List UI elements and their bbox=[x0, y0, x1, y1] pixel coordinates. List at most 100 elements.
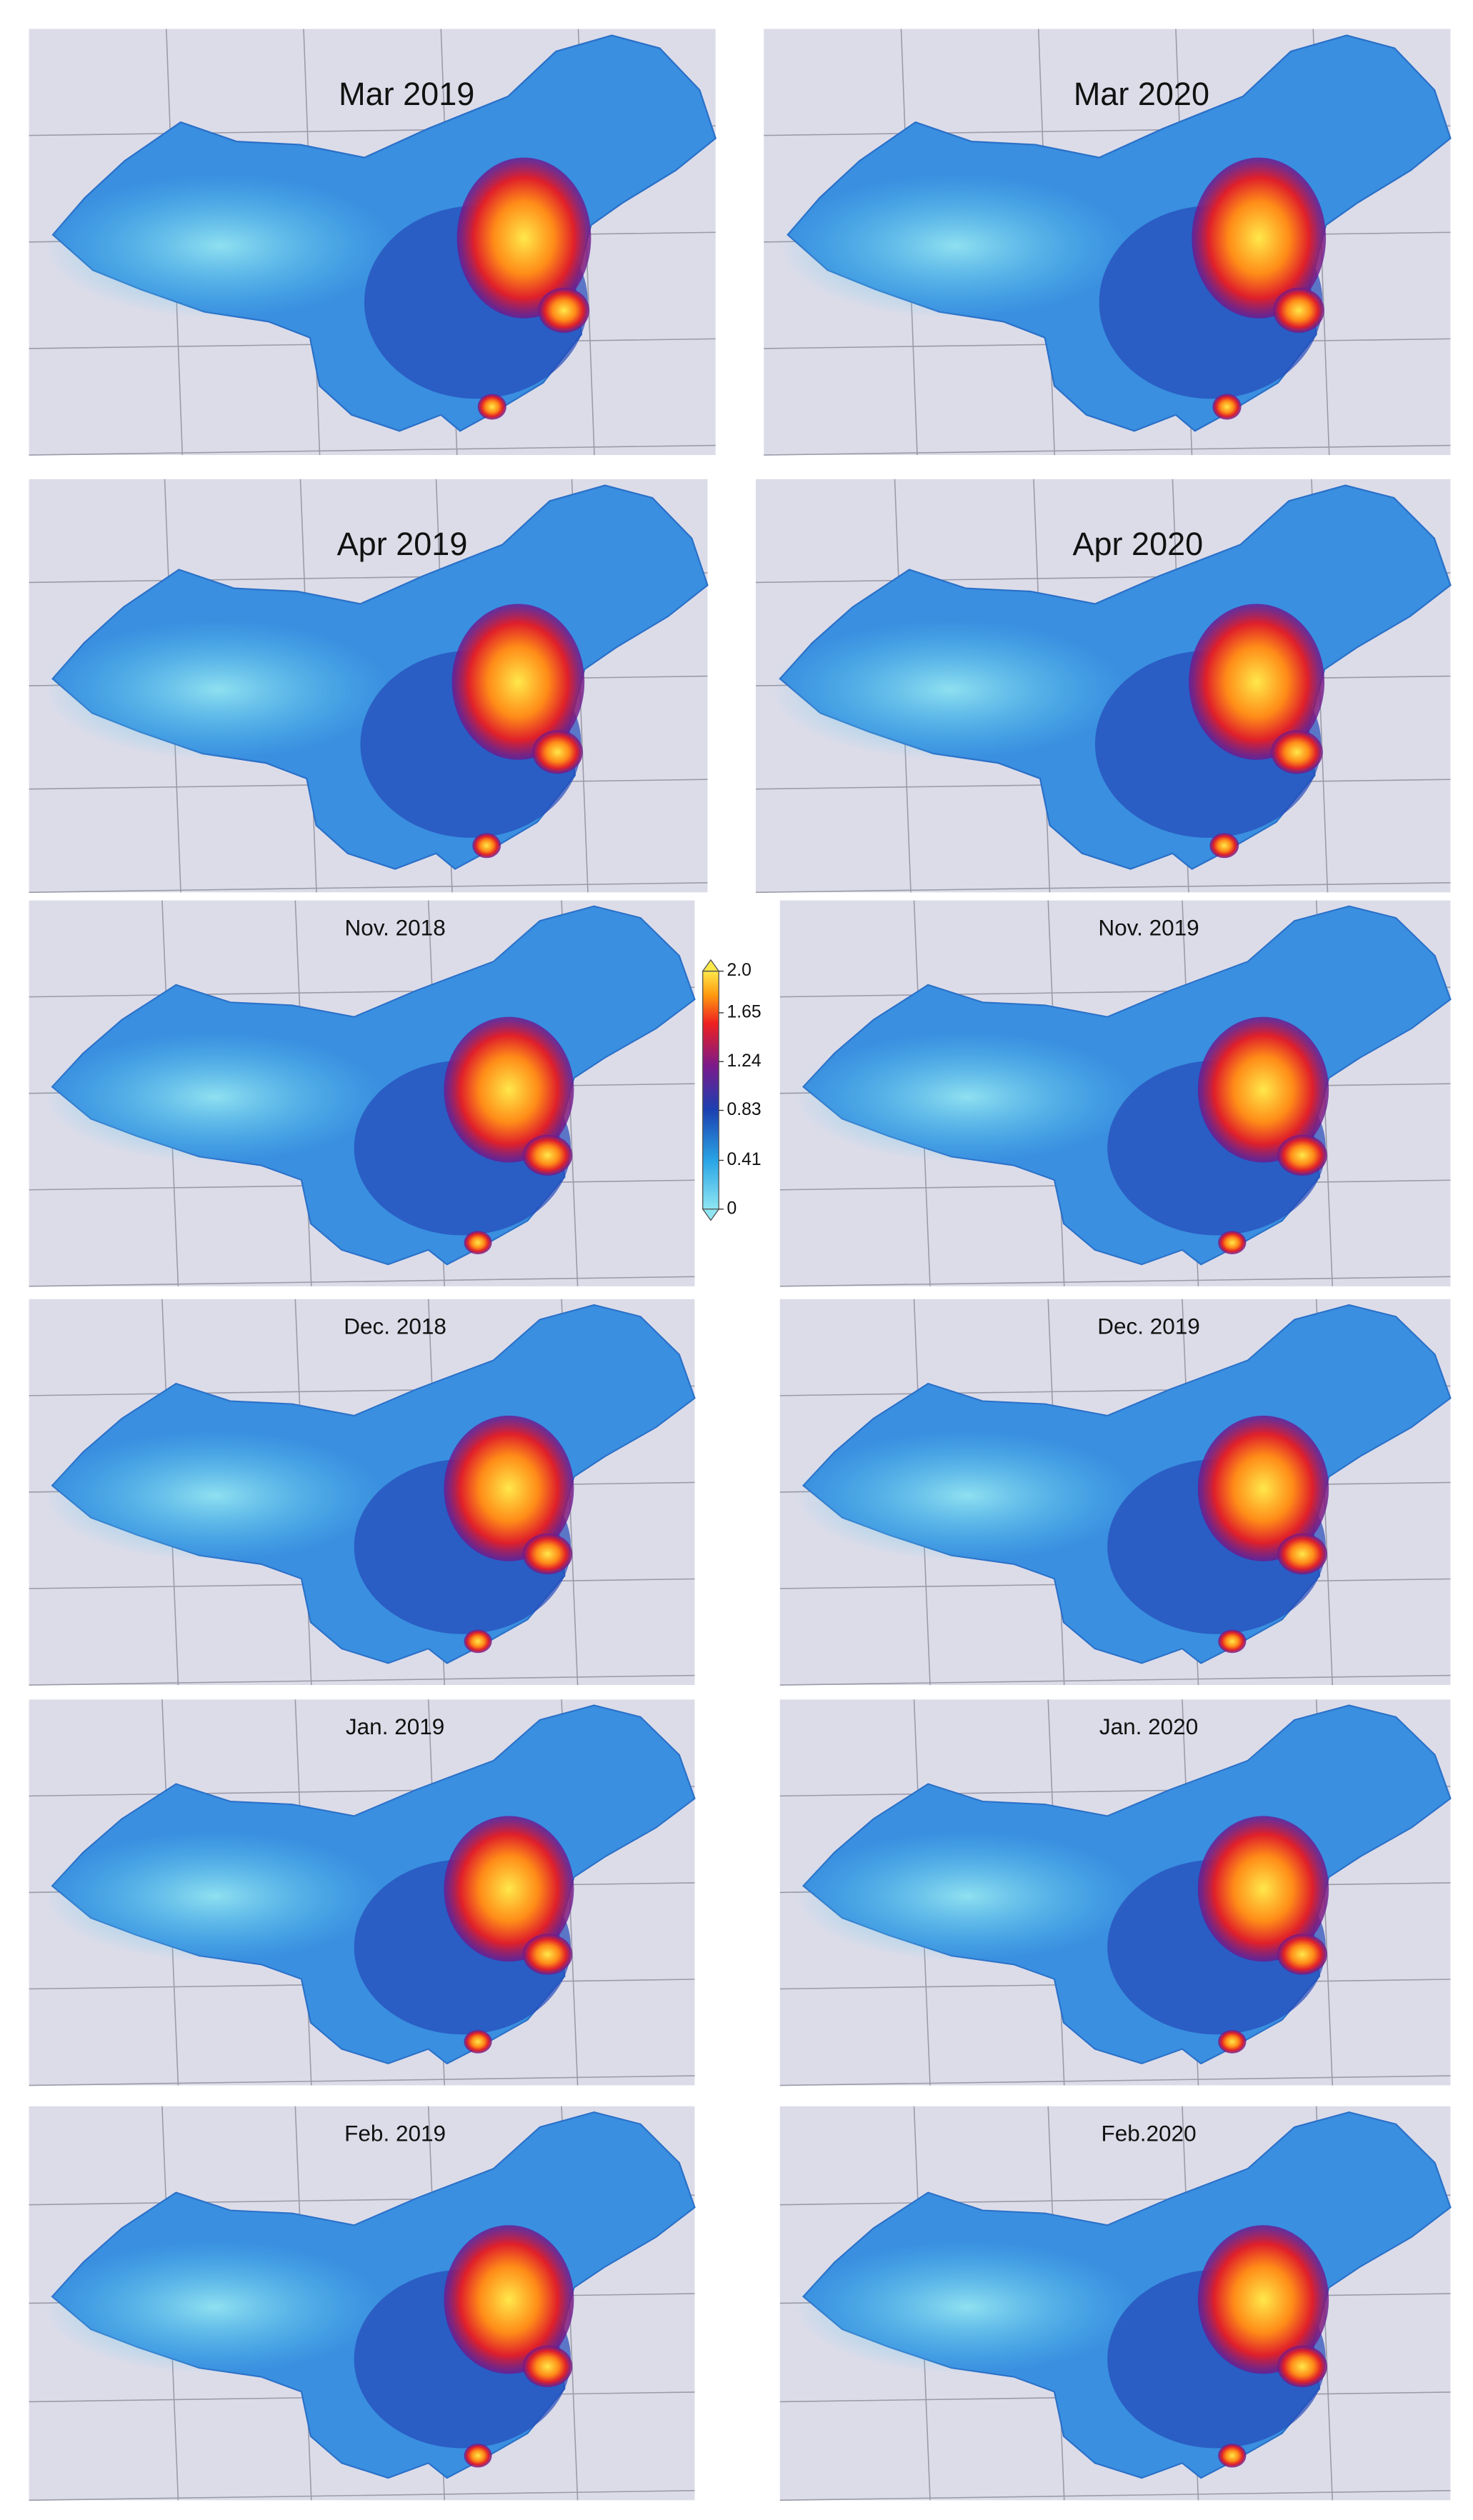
hotspot bbox=[444, 2225, 574, 2374]
panel-title: Apr 2020 bbox=[1072, 526, 1203, 562]
hotspot bbox=[472, 833, 501, 859]
map-panel: Jan. 2020 bbox=[779, 1699, 1452, 2086]
colorbar-tick-label: 0.83 bbox=[726, 1100, 761, 1119]
graticule bbox=[29, 1674, 695, 1686]
map-panel: Dec. 2019 bbox=[779, 1299, 1452, 1686]
low-region bbox=[795, 1430, 1139, 1561]
colorbar-tick-label: 1.65 bbox=[726, 1002, 761, 1021]
hotspot bbox=[1192, 157, 1327, 319]
colorbar-tick-label: 0 bbox=[726, 1199, 736, 1218]
hotspot bbox=[1218, 1231, 1247, 1254]
hotspot bbox=[1277, 1134, 1327, 1176]
hotspot bbox=[1189, 604, 1325, 760]
panel-title: Mar 2019 bbox=[339, 76, 474, 112]
hotspot bbox=[1197, 1415, 1329, 1561]
hotspot bbox=[464, 2444, 492, 2468]
colorbar-tick-label: 0.41 bbox=[726, 1150, 761, 1169]
map-panel: Mar 2019 bbox=[29, 29, 717, 456]
hotspot bbox=[1277, 1534, 1327, 1575]
map-panel: Mar 2020 bbox=[764, 29, 1452, 456]
low-region bbox=[44, 174, 396, 319]
china-map bbox=[44, 2111, 696, 2479]
map-panel: Jan. 2019 bbox=[29, 1699, 696, 2086]
hotspot bbox=[1277, 2345, 1327, 2388]
map-panel: Feb.2020 bbox=[779, 2106, 1452, 2501]
panel-title: Apr 2019 bbox=[337, 526, 468, 562]
graticule bbox=[779, 2490, 1451, 2501]
china-map bbox=[44, 484, 709, 870]
hotspot bbox=[522, 2345, 573, 2388]
graticule bbox=[29, 2075, 695, 2086]
hotspot bbox=[464, 1231, 492, 1254]
graticule bbox=[764, 444, 1451, 456]
map-panel: Feb. 2019 bbox=[29, 2106, 696, 2501]
low-region bbox=[44, 1830, 386, 1962]
map-panel: Dec. 2018 bbox=[29, 1299, 696, 1686]
panel-title: Jan. 2019 bbox=[346, 1714, 444, 1739]
colorbar-tick-label: 1.24 bbox=[726, 1051, 761, 1071]
hotspot bbox=[1273, 287, 1324, 333]
hotspot bbox=[1218, 2444, 1247, 2468]
panel-title: Dec. 2019 bbox=[1097, 1314, 1200, 1339]
low-region bbox=[772, 619, 1128, 760]
low-region bbox=[779, 174, 1132, 319]
hotspot bbox=[444, 1016, 574, 1163]
low-region bbox=[44, 1430, 386, 1561]
hotspot bbox=[1277, 1934, 1327, 1975]
hotspot bbox=[444, 1415, 574, 1561]
hotspot bbox=[456, 157, 591, 319]
china-map bbox=[44, 1304, 696, 1664]
panel-title: Feb. 2019 bbox=[344, 2121, 446, 2146]
hotspot bbox=[1218, 2030, 1247, 2054]
hotspot bbox=[1197, 1816, 1329, 1962]
china-map bbox=[44, 34, 717, 432]
map-panel: Apr 2019 bbox=[29, 479, 709, 894]
hotspot bbox=[451, 604, 585, 760]
china-map bbox=[795, 2111, 1452, 2479]
graticule bbox=[29, 2490, 695, 2501]
panel-title: Dec. 2018 bbox=[344, 1314, 446, 1339]
hotspot bbox=[532, 730, 583, 774]
hotspot bbox=[538, 287, 590, 333]
graticule bbox=[779, 1674, 1451, 1686]
china-map bbox=[44, 1704, 696, 2065]
panel-title: Jan. 2020 bbox=[1099, 1714, 1198, 1739]
hotspot bbox=[477, 394, 506, 420]
hotspot bbox=[444, 1816, 574, 1962]
china-map bbox=[795, 905, 1452, 1266]
low-region bbox=[44, 2240, 386, 2374]
hotspot bbox=[1218, 1629, 1247, 1654]
panel-title: Nov. 2018 bbox=[344, 914, 445, 940]
hotspot bbox=[1271, 730, 1323, 774]
china-map bbox=[779, 34, 1452, 432]
graticule bbox=[29, 444, 716, 456]
hotspot bbox=[464, 2030, 492, 2054]
hotspot bbox=[1209, 833, 1239, 859]
hotspot bbox=[522, 1934, 573, 1975]
hotspot bbox=[1197, 2225, 1329, 2374]
graticule bbox=[756, 882, 1451, 894]
low-region bbox=[795, 2240, 1139, 2374]
map-panel: Nov. 2018 bbox=[29, 900, 696, 1287]
graticule bbox=[29, 882, 708, 894]
hotspot bbox=[1197, 1016, 1329, 1163]
china-map bbox=[795, 1304, 1452, 1664]
low-region bbox=[795, 1031, 1139, 1163]
hotspot bbox=[1212, 394, 1242, 420]
china-map bbox=[795, 1704, 1452, 2065]
low-region bbox=[44, 619, 392, 760]
panel-title: Nov. 2019 bbox=[1098, 914, 1199, 940]
colorbar bbox=[702, 970, 719, 1210]
colorbar-arrow bbox=[701, 1209, 720, 1221]
colorbar-arrow bbox=[701, 959, 720, 972]
low-region bbox=[44, 1031, 386, 1163]
china-map bbox=[772, 484, 1452, 870]
hotspot bbox=[464, 1629, 492, 1654]
panel-title: Feb.2020 bbox=[1101, 2121, 1196, 2146]
map-panel: Apr 2020 bbox=[756, 479, 1452, 894]
low-region bbox=[795, 1830, 1139, 1962]
map-panel: Nov. 2019 bbox=[779, 900, 1452, 1287]
china-map bbox=[44, 905, 696, 1266]
